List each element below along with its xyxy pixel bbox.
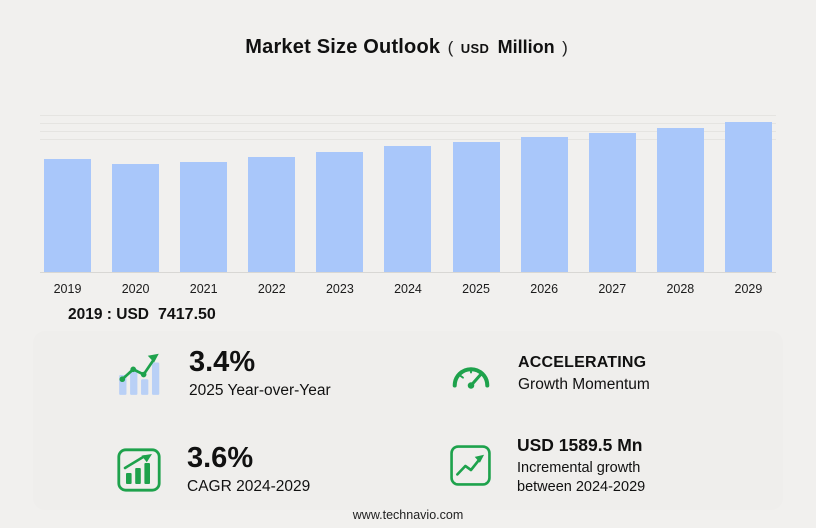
momentum-value: ACCELERATING [518, 354, 647, 371]
bar-2028 [656, 127, 704, 272]
base-year-callout: 2019 : USD 7417.50 [68, 306, 216, 324]
cagr-label: CAGR 2024-2029 [187, 478, 311, 496]
bar-2019 [44, 158, 91, 272]
x-axis-label-2021: 2021 [189, 282, 218, 296]
bar-2020 [112, 163, 160, 272]
bar-2021 [180, 161, 228, 272]
x-axis-label-2029: 2029 [734, 282, 763, 296]
stat-momentum: ACCELERATING Growth Momentum [448, 351, 650, 397]
title-text: Market Size Outlook [245, 36, 441, 58]
gridline [40, 115, 776, 116]
x-axis-label-2022: 2022 [257, 282, 286, 296]
x-axis-label-2024: 2024 [394, 282, 422, 296]
incremental-value: USD 1589.5 Mn [517, 435, 643, 455]
bar-2029 [724, 122, 772, 272]
gridline [40, 131, 776, 132]
yoy-label: 2025 Year-over-Year [189, 382, 331, 400]
momentum-label: Growth Momentum [518, 376, 650, 393]
stat-yoy: 3.4% 2025 Year-over-Year [115, 347, 331, 400]
x-axis-label-2023: 2023 [325, 282, 354, 296]
x-axis-label-2025: 2025 [462, 282, 490, 296]
title-currency: USD [460, 41, 490, 56]
title-unit: Million [497, 37, 555, 57]
bar-2027 [588, 132, 636, 272]
chart-title: Market Size Outlook ( USD Million ) [0, 36, 816, 59]
x-axis-label-2027: 2027 [598, 282, 627, 296]
base-year-label: 2019 : USD [68, 306, 149, 323]
speedometer-icon [448, 351, 494, 397]
x-axis-labels: 2019 2020 2021 2022 2023 2024 2025 2026 2027 2028… [40, 282, 776, 296]
footer-url: www.technavio.com [352, 508, 464, 522]
title-paren-open: ( [447, 38, 454, 57]
incremental-label-line1: Incremental growth [517, 460, 641, 476]
stat-incremental: USD 1589.5 Mn Incremental growth between… [448, 435, 645, 496]
yoy-value: 3.4% [189, 346, 256, 378]
bar-2023 [316, 151, 364, 272]
x-axis-label-2019: 2019 [53, 282, 82, 296]
gridline [40, 139, 776, 140]
incremental-label-line2: between 2024-2029 [517, 478, 646, 495]
market-size-bar-chart: 2019 2020 2021 2022 2023 2024 2025 2026 2027 2028… [40, 104, 776, 296]
line-growth-icon [448, 443, 493, 488]
bar-chart-trend-icon [115, 349, 165, 399]
bar-2022 [248, 156, 296, 272]
bars [44, 122, 772, 272]
growth-bars-icon [115, 446, 163, 494]
x-axis-label-2020: 2020 [121, 282, 150, 296]
stat-cagr: 3.6% CAGR 2024-2029 [115, 443, 310, 496]
bar-2026 [520, 137, 568, 272]
bar-2024 [384, 146, 432, 272]
base-year-value: 7417.50 [157, 306, 216, 323]
gridline [40, 123, 776, 124]
bar-2025 [452, 142, 500, 272]
stats-panel: 3.4% 2025 Year-over-Year ACCELERATING Gr… [33, 331, 783, 510]
x-axis-label-2028: 2028 [666, 282, 695, 296]
cagr-value: 3.6% [187, 442, 254, 474]
title-paren-close: ) [562, 38, 568, 57]
x-axis-label-2026: 2026 [530, 282, 559, 296]
plot-area [40, 104, 776, 273]
